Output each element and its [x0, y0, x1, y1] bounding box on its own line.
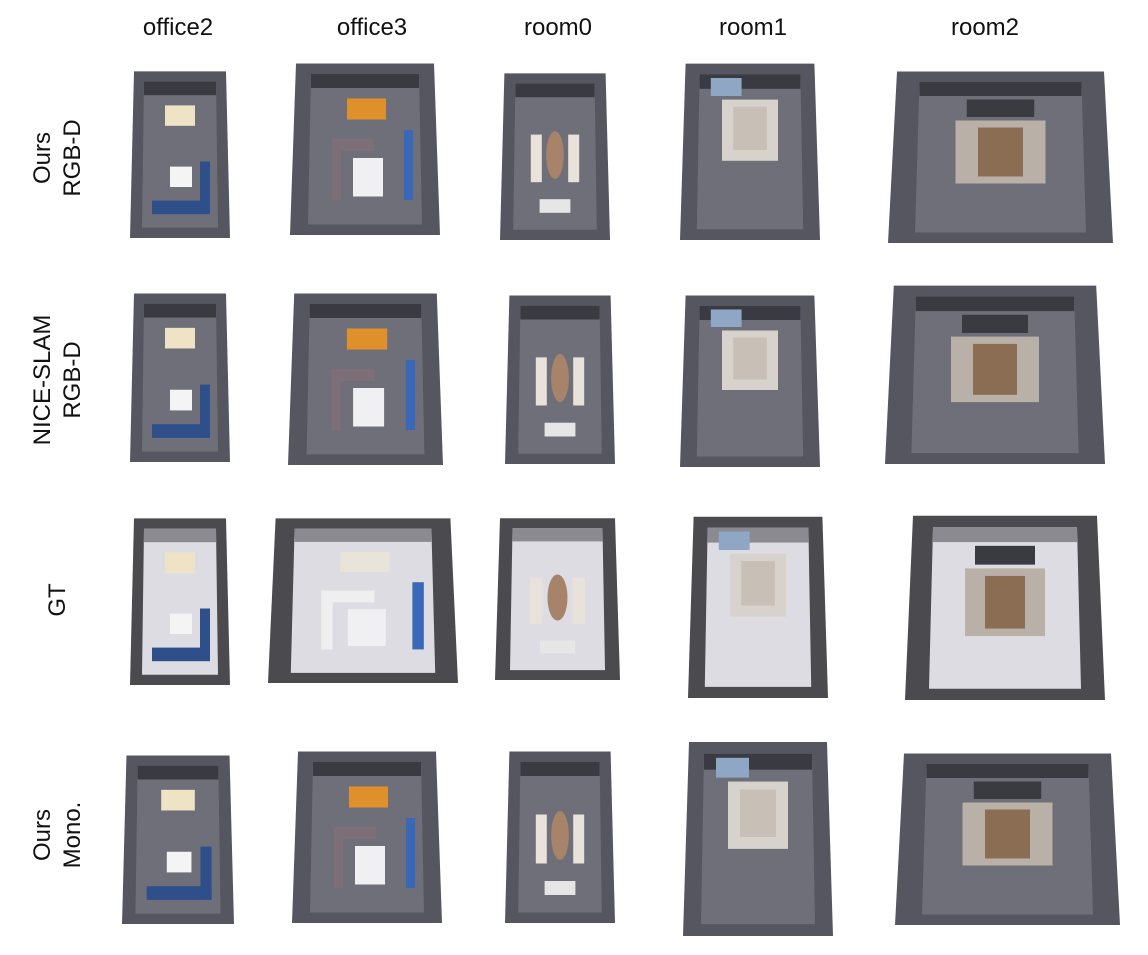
row-title-ours-mono: Ours Mono.: [28, 802, 88, 869]
panel-gt-room0: [495, 515, 620, 680]
panel-ours-mono-office3: [292, 748, 442, 923]
room-render: [130, 293, 230, 462]
row-title-line1: GT: [44, 583, 71, 617]
panel-gt-room2: [905, 512, 1105, 700]
room-render: [905, 515, 1105, 700]
panel-gt-room1: [688, 513, 828, 698]
row-title-ours-rgbd: Ours RGB-D: [28, 119, 88, 196]
panel-ours-rgbd-room0: [500, 70, 610, 240]
row-title-nice-slam-rgbd: NICE-SLAM RGB-D: [28, 315, 88, 446]
row-title-line1: NICE-SLAM: [29, 314, 56, 446]
room-render: [130, 71, 230, 238]
room-render: [495, 518, 620, 680]
room-render: [290, 63, 440, 235]
panel-ours-mono-room0: [505, 748, 615, 923]
room-render: [680, 295, 820, 467]
room-render: [130, 518, 230, 685]
room-render: [505, 295, 615, 464]
room-render: [122, 755, 234, 924]
panel-nice-slam-rgbd-room0: [505, 292, 615, 464]
column-title-office2: office2: [142, 14, 214, 41]
panel-ours-rgbd-office3: [290, 60, 440, 235]
panel-ours-mono-room1: [683, 738, 833, 936]
row-title-line1: Ours: [29, 132, 56, 185]
panel-ours-mono-office2: [122, 752, 234, 924]
row-title-line1: Ours: [29, 808, 56, 862]
column-title-room0: room0: [523, 14, 593, 41]
room-render: [288, 293, 443, 465]
row-title-line2: Mono.: [59, 801, 86, 869]
room-render: [885, 285, 1105, 464]
row-title-gt: GT: [43, 583, 73, 616]
room-render: [292, 751, 442, 923]
panel-nice-slam-rgbd-room2: [885, 282, 1105, 464]
panel-nice-slam-rgbd-office3: [288, 290, 443, 465]
room-render: [895, 753, 1120, 925]
room-render: [268, 518, 458, 683]
room-render: [505, 751, 615, 923]
room-render: [683, 741, 833, 936]
panel-gt-office2: [130, 515, 230, 685]
room-render: [500, 73, 610, 240]
panel-gt-office3: [268, 515, 458, 683]
row-title-line2: RGB-D: [59, 341, 86, 419]
column-title-office3: office3: [336, 14, 408, 41]
panel-nice-slam-rgbd-room1: [680, 292, 820, 467]
panel-nice-slam-rgbd-office2: [130, 290, 230, 462]
panel-ours-mono-room2: [895, 750, 1120, 925]
room-render: [680, 63, 820, 240]
panel-ours-rgbd-room1: [680, 60, 820, 240]
row-title-line2: RGB-D: [59, 119, 86, 197]
panel-ours-rgbd-office2: [130, 68, 230, 238]
column-title-room1: room1: [718, 14, 788, 41]
room-render: [888, 71, 1113, 243]
room-render: [688, 516, 828, 698]
column-title-room2: room2: [950, 14, 1020, 41]
panel-ours-rgbd-room2: [888, 68, 1113, 243]
